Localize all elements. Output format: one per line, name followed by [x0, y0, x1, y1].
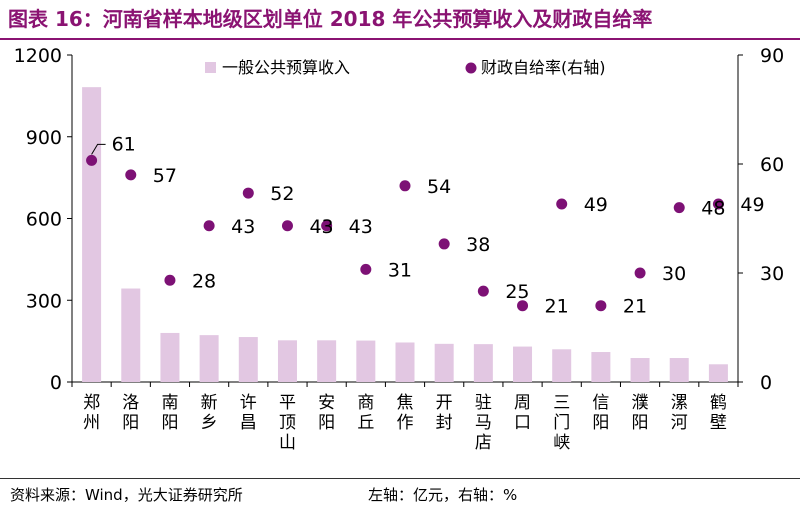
bar [473, 344, 493, 382]
x-axis-tick-label: 开封 [436, 393, 453, 433]
x-axis-tick-label: 周口 [514, 393, 531, 433]
dot-series [86, 154, 724, 312]
data-label: 57 [153, 165, 177, 187]
unit-note: 左轴：亿元，右轴：% [368, 486, 518, 504]
x-axis-tick-label: 鹤壁 [710, 393, 727, 433]
leader-line [91, 143, 106, 155]
bar-series [82, 87, 728, 382]
data-label: 21 [545, 296, 569, 318]
x-axis-tick-label: 信阳 [592, 393, 609, 433]
left-axis-tick-label: 1200 [14, 45, 62, 67]
data-label: 25 [505, 281, 529, 303]
data-point [203, 220, 215, 232]
x-axis-tick-label: 驻马店 [475, 393, 492, 453]
data-label: 43 [309, 216, 333, 238]
bar [669, 358, 689, 382]
data-label: 61 [112, 133, 136, 155]
bar [591, 352, 611, 382]
data-label: 49 [584, 194, 608, 216]
bar [277, 340, 297, 382]
left-axis-tick-label: 0 [50, 372, 62, 394]
x-axis-tick-label: 商丘 [357, 393, 374, 433]
data-point [517, 300, 529, 312]
x-axis-tick-label: 濮阳 [632, 393, 649, 433]
bar [238, 337, 258, 382]
legend-dot-label: 财政自给率(右轴) [481, 58, 606, 77]
bar [317, 340, 337, 382]
bar [434, 343, 454, 382]
x-axis-tick-label: 洛阳 [122, 393, 139, 433]
right-axis-tick-label: 60 [760, 154, 784, 176]
bar [513, 346, 533, 382]
x-axis-tick-label: 焦作 [397, 393, 414, 433]
data-point [595, 300, 607, 312]
bar [395, 342, 415, 382]
data-point [634, 267, 646, 279]
legend-dot-swatch [465, 62, 477, 74]
source-note: 资料来源：Wind，光大证券研究所 [10, 486, 243, 504]
data-point [556, 198, 568, 210]
left-axis-tick-label: 900 [26, 127, 62, 149]
x-axis-tick-label: 平顶山 [279, 393, 296, 453]
data-label: 43 [349, 216, 373, 238]
data-point [399, 180, 411, 192]
data-point [242, 187, 254, 199]
data-point [360, 263, 372, 275]
data-labels: 61 57 28 43 52 43 43 31 54 38 25 21 49 21 30 48 49 [91, 133, 765, 318]
bar [199, 335, 219, 382]
legend: 一般公共预算收入 财政自给率(右轴) [205, 58, 606, 77]
x-axis-tick-label: 漯河 [671, 393, 688, 433]
data-label: 48 [701, 198, 725, 220]
x-axis-tick-label: 许昌 [240, 393, 257, 433]
data-point [321, 220, 333, 232]
chart-title: 图表 16：河南省样本地级区划单位 2018 年公共预算收入及财政自给率 [8, 7, 653, 31]
data-label: 43 [231, 216, 255, 238]
x-axis-tick-label: 南阳 [161, 393, 178, 433]
data-label: 30 [662, 263, 686, 285]
right-axis-tick-label: 30 [760, 263, 784, 285]
data-point [673, 202, 685, 214]
data-label: 38 [466, 234, 490, 256]
data-label: 52 [270, 183, 294, 205]
data-point [281, 220, 293, 232]
bar [708, 364, 728, 382]
data-point [712, 198, 724, 210]
x-axis-tick-label: 安阳 [318, 393, 335, 433]
legend-bar-label: 一般公共预算收入 [222, 58, 350, 77]
right-axis-tick-label: 90 [760, 45, 784, 67]
bar [82, 87, 102, 382]
title-divider [0, 38, 800, 40]
legend-bar-swatch [205, 62, 216, 73]
right-axis-tick-label: 0 [760, 372, 772, 394]
data-point [164, 274, 176, 286]
data-label: 54 [427, 176, 451, 198]
bar [552, 349, 572, 382]
data-label: 28 [192, 270, 216, 292]
bar [160, 332, 180, 382]
left-axis-tick-label: 300 [26, 290, 62, 312]
data-point [477, 285, 489, 297]
data-label: 49 [740, 194, 764, 216]
data-point [438, 238, 450, 250]
x-axis-tick-label: 新乡 [201, 393, 218, 433]
data-label: 31 [388, 259, 412, 281]
x-axis-tick-label: 郑州 [83, 393, 100, 433]
x-axis-tick-label: 三门峡 [553, 393, 570, 453]
data-label: 21 [623, 296, 647, 318]
bar [630, 358, 650, 382]
bar [356, 340, 376, 382]
data-point [125, 169, 137, 181]
footer-divider [0, 478, 800, 479]
data-point [86, 154, 98, 166]
left-axis-tick-label: 600 [26, 209, 62, 231]
bar [121, 288, 141, 382]
